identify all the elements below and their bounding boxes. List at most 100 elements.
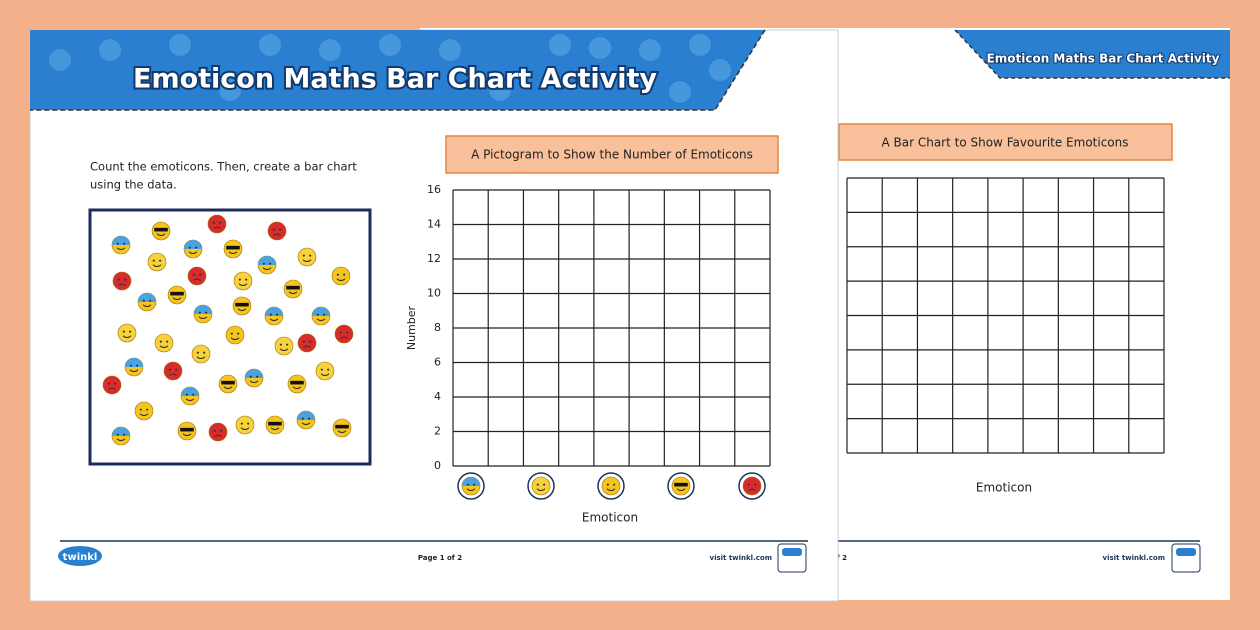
emoticon-mouth	[139, 413, 149, 416]
emoticon-eye	[166, 340, 169, 343]
emoticon-eye	[249, 375, 252, 378]
page-1-header-title: Emoticon Maths Bar Chart Activity	[133, 64, 657, 95]
emoticon-eye	[262, 262, 265, 265]
emoticon-eye	[247, 422, 250, 425]
emoticon-cap	[181, 387, 199, 396]
header-emoticon	[639, 39, 661, 61]
emoticon-eye	[123, 242, 126, 245]
y-tick-label: 4	[434, 390, 441, 403]
emoticon-mouth	[172, 297, 182, 300]
emoticon-eye	[279, 343, 282, 346]
emoticon-mouth	[159, 345, 169, 348]
header-decoration	[49, 34, 731, 103]
emoticon-eye	[117, 278, 120, 281]
emoticon-eye	[159, 340, 162, 343]
emoticon-eye	[116, 433, 119, 436]
y-tick-label: 8	[434, 321, 441, 334]
header-emoticon	[709, 59, 731, 81]
emoticon-eye	[198, 311, 201, 314]
emoticon-eye	[123, 433, 126, 436]
y-tick-label: 16	[427, 183, 441, 196]
emoticon-face	[225, 325, 245, 345]
emoticon-mouth	[320, 373, 330, 376]
emoticon-eye	[116, 242, 119, 245]
emoticon-eye	[195, 246, 198, 249]
emoticon-eye	[185, 393, 188, 396]
emoticon-eye	[199, 273, 202, 276]
emoticon-mouth	[279, 348, 289, 351]
emoticon-eye	[107, 382, 110, 385]
emoticon-eye	[192, 273, 195, 276]
page-2-x-label: Emoticon	[976, 481, 1032, 495]
emoticon-mouth	[288, 291, 298, 294]
page-1-header-band	[30, 30, 765, 110]
emoticon-mouth	[237, 308, 247, 311]
header-emoticon	[669, 81, 691, 103]
emoticon-cap	[245, 369, 263, 378]
emoticon-eye	[245, 278, 248, 281]
emoticon-eye	[309, 340, 312, 343]
emoticon-eye	[256, 375, 259, 378]
page-2-chart-title-box	[838, 123, 1173, 161]
emoticon-mouth	[249, 380, 259, 383]
emoticon-face	[297, 247, 317, 267]
instructions-line-1: Count the emoticons. Then, create a bar …	[90, 160, 357, 174]
emoticon-eye	[276, 313, 279, 316]
emoticon-face	[267, 221, 287, 241]
emoticon-eye	[152, 259, 155, 262]
emoticon-mouth	[316, 318, 326, 321]
emoticon-eye	[192, 393, 195, 396]
emoticon-mouth	[270, 427, 280, 430]
emoticon-eye	[196, 351, 199, 354]
emoticon-mouth	[198, 316, 208, 319]
emoticon-eye	[279, 228, 282, 231]
emoticon-cap	[138, 293, 156, 302]
emoticon-eye	[159, 259, 162, 262]
header-emoticon	[319, 39, 341, 61]
emoticon-mouth	[223, 386, 233, 389]
emoticon-mouth	[336, 278, 346, 281]
chart-grid	[452, 189, 771, 467]
emoticon-mouth	[536, 488, 546, 491]
emoticon-eye	[124, 278, 127, 281]
emoticon-mouth	[118, 283, 126, 286]
y-tick-label: 0	[434, 459, 441, 472]
emoticon-mouth	[301, 422, 311, 425]
emoticon-eye	[136, 364, 139, 367]
emoticon-mouth	[262, 267, 272, 270]
page-2-grid	[846, 177, 1165, 454]
emoticon-mouth	[228, 251, 238, 254]
emoticon-eye	[129, 364, 132, 367]
emoticon-glasses	[674, 482, 688, 487]
emoticon-mouth	[606, 488, 616, 491]
emoticon-mouth	[193, 278, 201, 281]
badge-top	[782, 548, 802, 556]
emoticon-eye	[142, 299, 145, 302]
y-tick-label: 10	[427, 287, 441, 300]
emoticon-eye	[308, 417, 311, 420]
header-emoticon	[99, 39, 121, 61]
emoticon-mouth	[676, 488, 686, 491]
emoticon-eye	[230, 332, 233, 335]
emoticon-face	[235, 415, 255, 435]
emoticon-eye	[175, 368, 178, 371]
logo-shape	[58, 546, 102, 566]
emoticon-mouth	[142, 304, 152, 307]
page-1: Emoticon Maths Bar Chart Activity Count …	[29, 29, 839, 602]
header-emoticon	[379, 34, 401, 56]
emoticon-cap	[112, 236, 130, 245]
header-emoticon	[169, 34, 191, 56]
emoticon-glasses	[180, 427, 194, 432]
emoticon-glasses	[335, 424, 349, 429]
emoticon-mouth	[302, 259, 312, 262]
emoticon-face	[154, 333, 174, 353]
emoticon-eye	[205, 311, 208, 314]
emoticon-eye	[212, 221, 215, 224]
emoticon-eye	[146, 408, 149, 411]
emoticon-eye	[269, 262, 272, 265]
emoticon-mouth	[196, 356, 206, 359]
emoticon-eye	[543, 483, 546, 486]
emoticon-mouth	[152, 264, 162, 267]
header-emoticon	[489, 79, 511, 101]
emoticon-eye	[613, 483, 616, 486]
